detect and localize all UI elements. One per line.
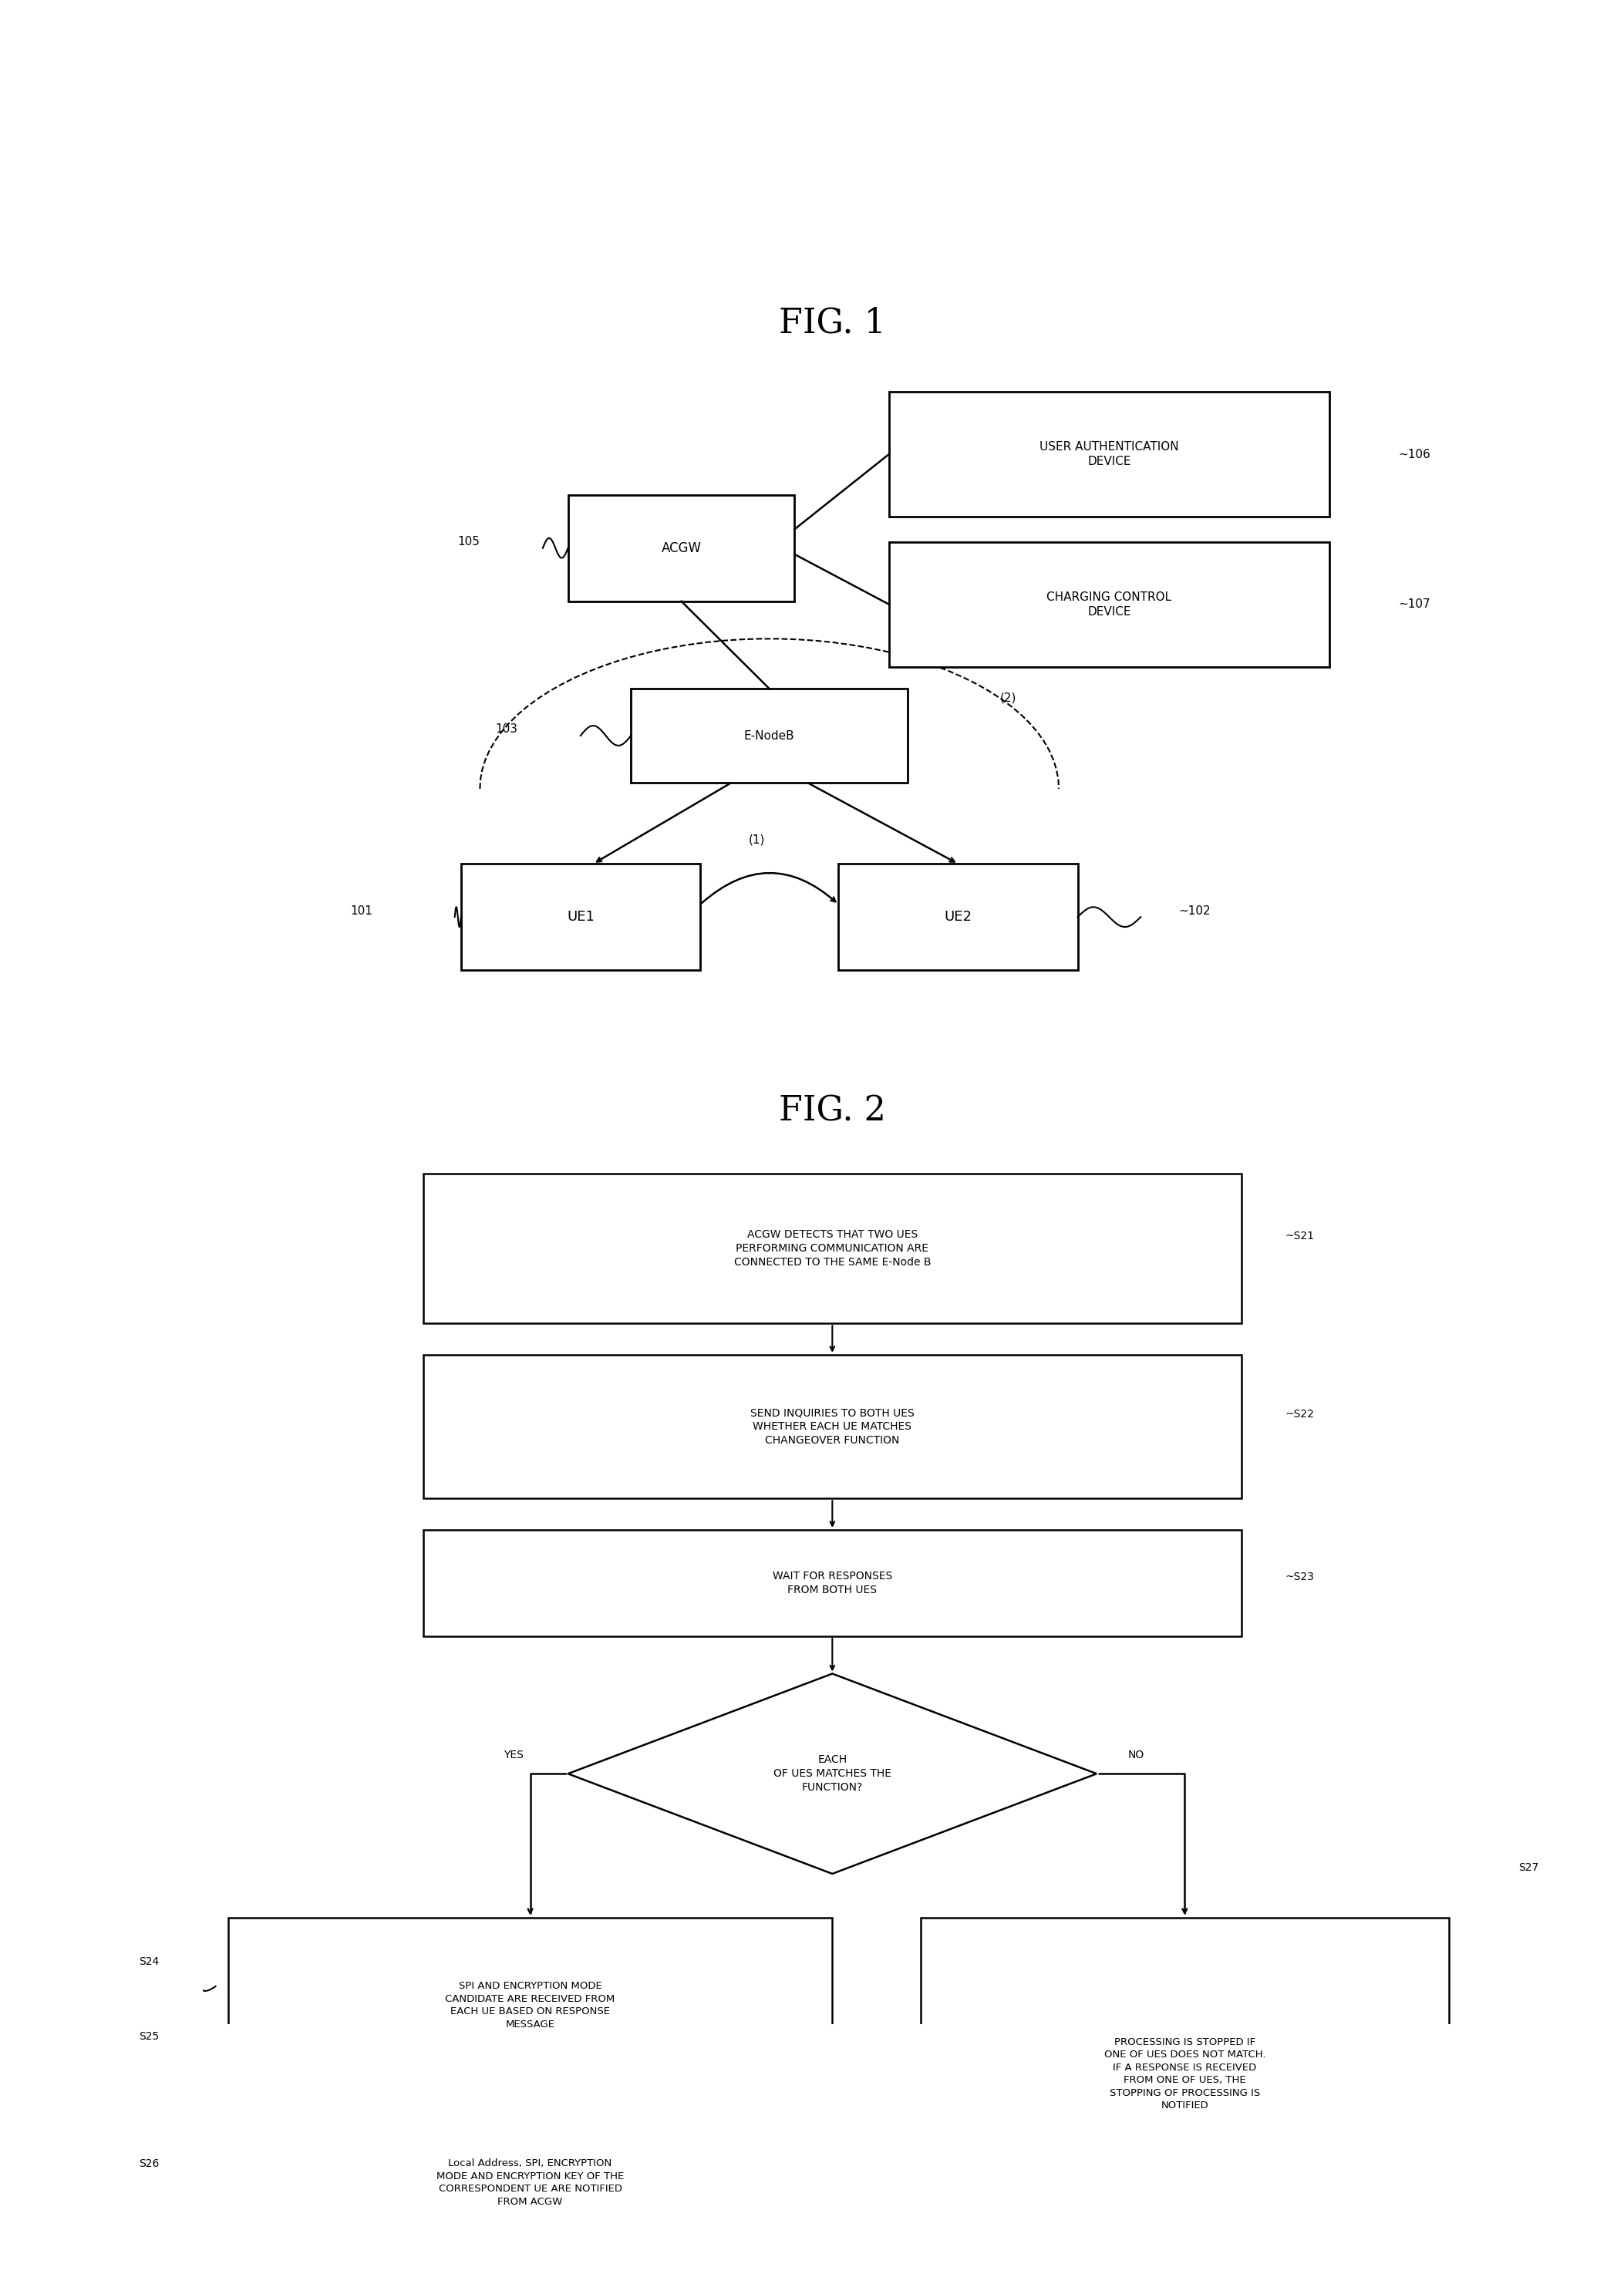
Text: ~107: ~107 (1398, 598, 1431, 609)
Text: USER AUTHENTICATION
DEVICE: USER AUTHENTICATION DEVICE (1039, 441, 1179, 468)
Text: (1): (1) (749, 835, 765, 846)
Text: S27: S27 (1518, 1862, 1538, 1874)
Bar (424, 1173, 1241, 1323)
Text: SEND INQUIRIES TO BOTH UES
WHETHER EACH UE MATCHES
CHANGEOVER FUNCTION: SEND INQUIRIES TO BOTH UES WHETHER EACH … (750, 1408, 914, 1446)
Text: FIG. 1: FIG. 1 (780, 307, 885, 339)
Bar (424, 1530, 1241, 1637)
Text: EACH
OF UES MATCHES THE
FUNCTION?: EACH OF UES MATCHES THE FUNCTION? (773, 1756, 892, 1792)
Bar (888, 391, 1330, 516)
Text: S25: S25 (138, 2031, 159, 2042)
Text: S26: S26 (138, 2158, 159, 2169)
Bar (838, 864, 1078, 971)
Text: FIG. 2: FIG. 2 (780, 1094, 885, 1128)
Text: S24: S24 (138, 1956, 159, 1967)
Text: ~106: ~106 (1398, 448, 1431, 459)
Text: 103: 103 (495, 723, 518, 735)
Bar (461, 864, 700, 971)
Text: CHARGING CONTROL
DEVICE: CHARGING CONTROL DEVICE (1047, 591, 1171, 619)
Bar (630, 689, 908, 782)
Text: Local Address, SPI, ENCRYPTION
MODE AND ENCRYPTION KEY OF THE
CORRESPONDENT UE A: Local Address, SPI, ENCRYPTION MODE AND … (437, 2158, 624, 2206)
Text: ~S23: ~S23 (1286, 1571, 1314, 1583)
Text: ~102: ~102 (1179, 905, 1210, 916)
Text: UE2: UE2 (944, 910, 973, 923)
Text: UE1: UE1 (567, 910, 594, 923)
Text: ACGW: ACGW (661, 541, 702, 555)
Bar (227, 2094, 833, 2269)
Text: ACGW DETECTS THAT TWO UES
PERFORMING COMMUNICATION ARE
CONNECTED TO THE SAME E-N: ACGW DETECTS THAT TWO UES PERFORMING COM… (734, 1230, 931, 1267)
Text: WAIT FOR RESPONSES
FROM BOTH UES: WAIT FOR RESPONSES FROM BOTH UES (773, 1571, 892, 1596)
Text: (2): (2) (1000, 691, 1017, 705)
Bar (921, 1917, 1449, 2231)
Text: NO: NO (1129, 1749, 1145, 1760)
Text: 105: 105 (458, 537, 481, 548)
Bar (888, 541, 1330, 666)
Bar (424, 1355, 1241, 1499)
Polygon shape (568, 1674, 1096, 1874)
Bar (568, 496, 794, 600)
Text: PROCESSING IS STOPPED IF
ONE OF UES DOES NOT MATCH.
IF A RESPONSE IS RECEIVED
FR: PROCESSING IS STOPPED IF ONE OF UES DOES… (1104, 2038, 1265, 2110)
Text: SPI AND ENCRYPTION MODE
CANDIDATE ARE RECEIVED FROM
EACH UE BASED ON RESPONSE
ME: SPI AND ENCRYPTION MODE CANDIDATE ARE RE… (445, 1981, 615, 2028)
Text: ~S22: ~S22 (1286, 1410, 1314, 1419)
Text: YES: YES (503, 1749, 525, 1760)
Text: 101: 101 (351, 905, 374, 916)
Text: ~S21: ~S21 (1286, 1230, 1315, 1242)
Text: E-NodeB: E-NodeB (744, 730, 794, 741)
Bar (227, 1917, 833, 2092)
